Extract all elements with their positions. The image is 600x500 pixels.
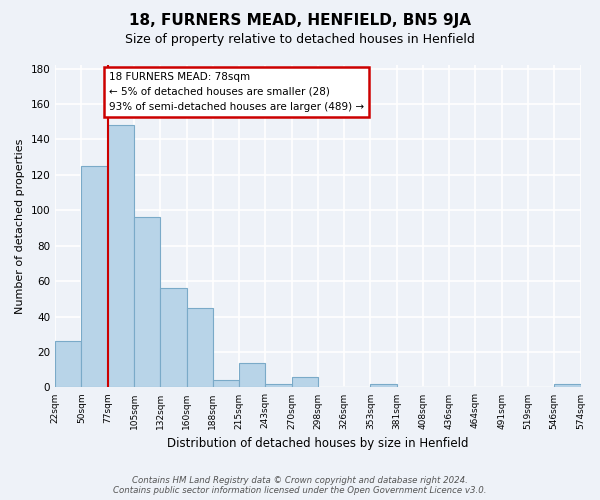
- Bar: [187, 308, 213, 388]
- Text: 18, FURNERS MEAD, HENFIELD, BN5 9JA: 18, FURNERS MEAD, HENFIELD, BN5 9JA: [129, 12, 471, 28]
- Bar: [239, 362, 265, 388]
- Text: Size of property relative to detached houses in Henfield: Size of property relative to detached ho…: [125, 32, 475, 46]
- Bar: [265, 384, 292, 388]
- Y-axis label: Number of detached properties: Number of detached properties: [15, 138, 25, 314]
- Text: Contains HM Land Registry data © Crown copyright and database right 2024.
Contai: Contains HM Land Registry data © Crown c…: [113, 476, 487, 495]
- Bar: [370, 384, 397, 388]
- Text: 18 FURNERS MEAD: 78sqm
← 5% of detached houses are smaller (28)
93% of semi-deta: 18 FURNERS MEAD: 78sqm ← 5% of detached …: [109, 72, 364, 112]
- X-axis label: Distribution of detached houses by size in Henfield: Distribution of detached houses by size …: [167, 437, 469, 450]
- Bar: [292, 377, 318, 388]
- Bar: [55, 342, 82, 388]
- Bar: [213, 380, 239, 388]
- Bar: [108, 125, 134, 388]
- Bar: [160, 288, 187, 388]
- Bar: [82, 166, 108, 388]
- Bar: [134, 218, 160, 388]
- Bar: [554, 384, 581, 388]
